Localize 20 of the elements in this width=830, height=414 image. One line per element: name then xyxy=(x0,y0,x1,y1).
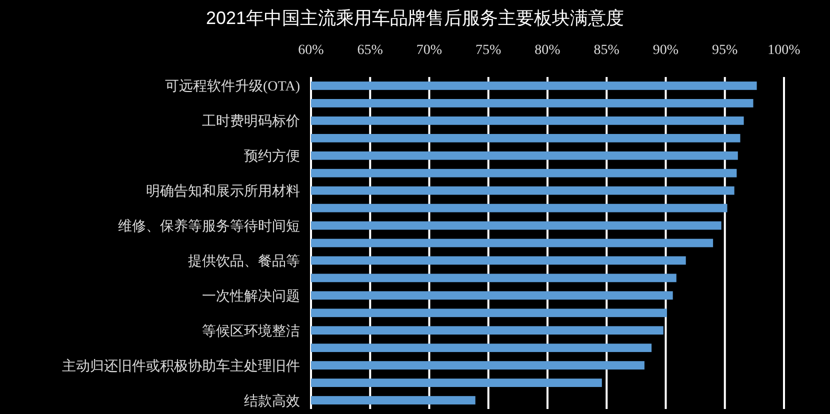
y-tick-label: 可远程软件升级(OTA) xyxy=(165,78,300,95)
y-tick-label: 预约方便 xyxy=(244,148,300,165)
y-tick-label: 主动归还旧件或积极协助车主处理旧件 xyxy=(62,358,300,374)
y-tick-label: 一次性解决问题 xyxy=(202,288,300,304)
x-tick-label: 100% xyxy=(768,43,801,58)
x-tick-label: 65% xyxy=(357,43,384,58)
y-tick-label: 明确告知和展示所用材料 xyxy=(146,184,300,200)
x-tick-label: 80% xyxy=(534,43,561,58)
y-tick-label: 等候区环境整洁 xyxy=(202,323,300,340)
x-tick-label: 85% xyxy=(594,43,620,58)
x-tick-label: 60% xyxy=(298,43,324,58)
x-tick-label: 90% xyxy=(652,43,679,58)
x-tick-label: 75% xyxy=(476,43,502,58)
x-tick-label: 70% xyxy=(416,43,442,58)
y-tick-label: 结款高效 xyxy=(244,393,300,410)
chart-title: 2021年中国主流乘用车品牌售后服务主要板块满意度 xyxy=(206,8,624,28)
y-tick-label: 提供饮品、餐品等 xyxy=(188,253,300,270)
y-tick-label: 工时费明码标价 xyxy=(202,114,300,130)
x-tick-label: 95% xyxy=(712,43,738,58)
y-tick-label: 维修、保养等服务等待时间短 xyxy=(118,218,300,235)
